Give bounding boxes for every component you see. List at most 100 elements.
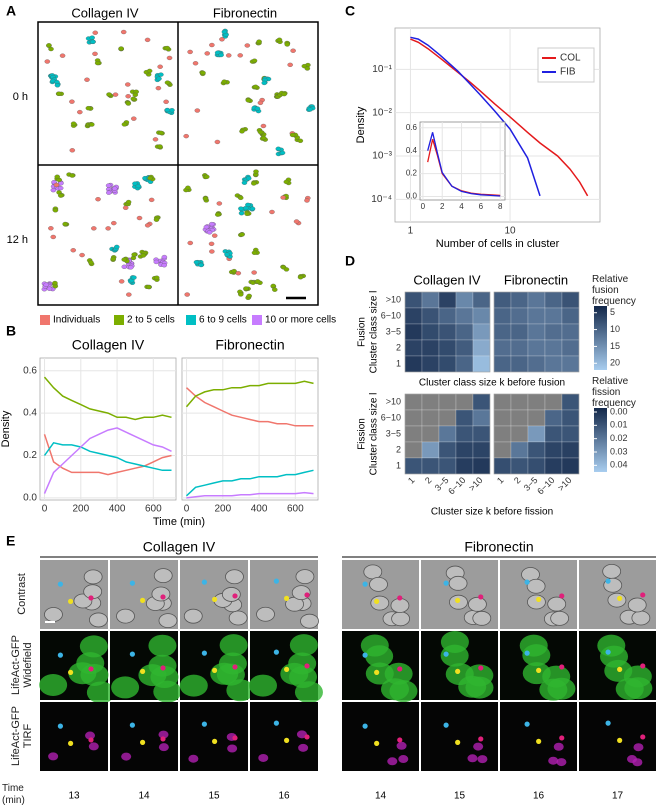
cell (248, 674, 277, 697)
cell-blob (92, 51, 98, 56)
panel-label: C (345, 3, 355, 19)
cell-blob (256, 39, 262, 44)
cell (398, 755, 409, 764)
cell-blob (204, 174, 210, 179)
cell (365, 645, 394, 668)
series-line (43, 434, 172, 476)
cell-blob (252, 84, 259, 89)
tracking-dot (160, 736, 166, 742)
cell-blob (194, 108, 201, 113)
cell-blob (261, 80, 268, 86)
tracking-dot (57, 581, 64, 587)
cell (44, 607, 63, 622)
heat-cell (493, 291, 512, 309)
cell (298, 743, 309, 752)
condition-title: Fibronectin (464, 539, 533, 555)
cell-blob (70, 121, 77, 126)
legend-label: 10 or more cells (265, 315, 336, 326)
heat-cell (421, 457, 440, 475)
heat-cell (527, 323, 546, 341)
cell-blob (216, 201, 223, 206)
cell-blob (56, 91, 62, 96)
cell-blob (158, 130, 164, 136)
cell-blob (125, 199, 132, 205)
y-tick-label: 0.2 (406, 169, 418, 178)
cell-blob (156, 76, 162, 81)
y-tick-label: >10 (386, 396, 401, 406)
cell-blob (304, 198, 310, 203)
time-label: 13 (68, 791, 80, 802)
x-tick-label: 400 (109, 504, 126, 515)
cell-blob (69, 99, 75, 104)
cell-blob (276, 37, 283, 42)
tracking-dot (536, 596, 542, 603)
cell (527, 594, 546, 610)
panel-label: D (345, 253, 355, 269)
facet-frame (404, 291, 491, 373)
cell-blob (183, 133, 189, 139)
cell-blob (135, 183, 142, 189)
cell-blob (91, 226, 97, 231)
heat-cell (493, 307, 512, 325)
tracking-dot (559, 735, 565, 741)
cell-blob (153, 217, 160, 222)
cell-blob (121, 122, 128, 127)
tracking-dot (201, 721, 207, 727)
heat-cell-missing (421, 409, 440, 427)
heat-cell-missing (404, 409, 423, 427)
heat-cell (438, 339, 457, 357)
cell (158, 730, 169, 739)
cell-blob (297, 275, 304, 280)
tracking-dot (212, 596, 218, 603)
cell-blob (260, 123, 267, 129)
cell (477, 755, 488, 764)
heat-cell-missing (493, 409, 512, 427)
heat-cell-missing (527, 409, 546, 427)
tracking-dot (140, 668, 146, 675)
heat-cell (544, 291, 563, 309)
heat-cell (472, 441, 491, 459)
cell-blob (243, 205, 249, 211)
cell (256, 606, 275, 622)
legend-label: 2 to 5 cells (127, 315, 175, 326)
y-tick-label: 10⁻¹ (372, 64, 392, 75)
tracking-dot (397, 595, 403, 601)
cell (600, 645, 629, 668)
tracking-dot (304, 663, 310, 669)
cell-blob (157, 64, 163, 69)
cell-blob (118, 46, 124, 51)
tracking-dot (284, 737, 290, 744)
cell (179, 674, 208, 697)
cell (289, 634, 318, 657)
time-label: 16 (533, 791, 545, 802)
cell-blob (249, 206, 256, 211)
heat-cell (455, 355, 474, 373)
heat-cell-missing (493, 441, 512, 459)
x-axis-label: Cluster class size k before fusion (419, 378, 565, 389)
cell (79, 635, 108, 658)
heat-cell (455, 291, 474, 309)
cell (148, 634, 177, 657)
cell-blob (46, 286, 53, 291)
tracking-dot (605, 720, 611, 726)
cell (227, 744, 238, 753)
tracking-dot (57, 652, 64, 658)
time-axis-label: Time (min) (2, 783, 25, 806)
colorbar-title: Relative fission frequency (592, 376, 636, 409)
cell-blob (224, 252, 230, 257)
heat-cell (404, 323, 423, 341)
cell-blob (231, 268, 237, 274)
cell (296, 730, 307, 739)
cell-blob (275, 146, 282, 151)
cell-blob (251, 270, 257, 275)
time-label: 15 (208, 791, 220, 802)
tracking-dot (536, 738, 542, 745)
x-tick-label: 400 (251, 504, 268, 515)
heat-cell-missing (510, 425, 529, 443)
heat-cell (404, 457, 423, 475)
cell (89, 612, 108, 628)
cell-blob (126, 292, 132, 297)
cell-blob (272, 287, 278, 292)
colorbar-title: Relative fusion frequency (592, 274, 636, 307)
tracking-dot (478, 594, 484, 600)
